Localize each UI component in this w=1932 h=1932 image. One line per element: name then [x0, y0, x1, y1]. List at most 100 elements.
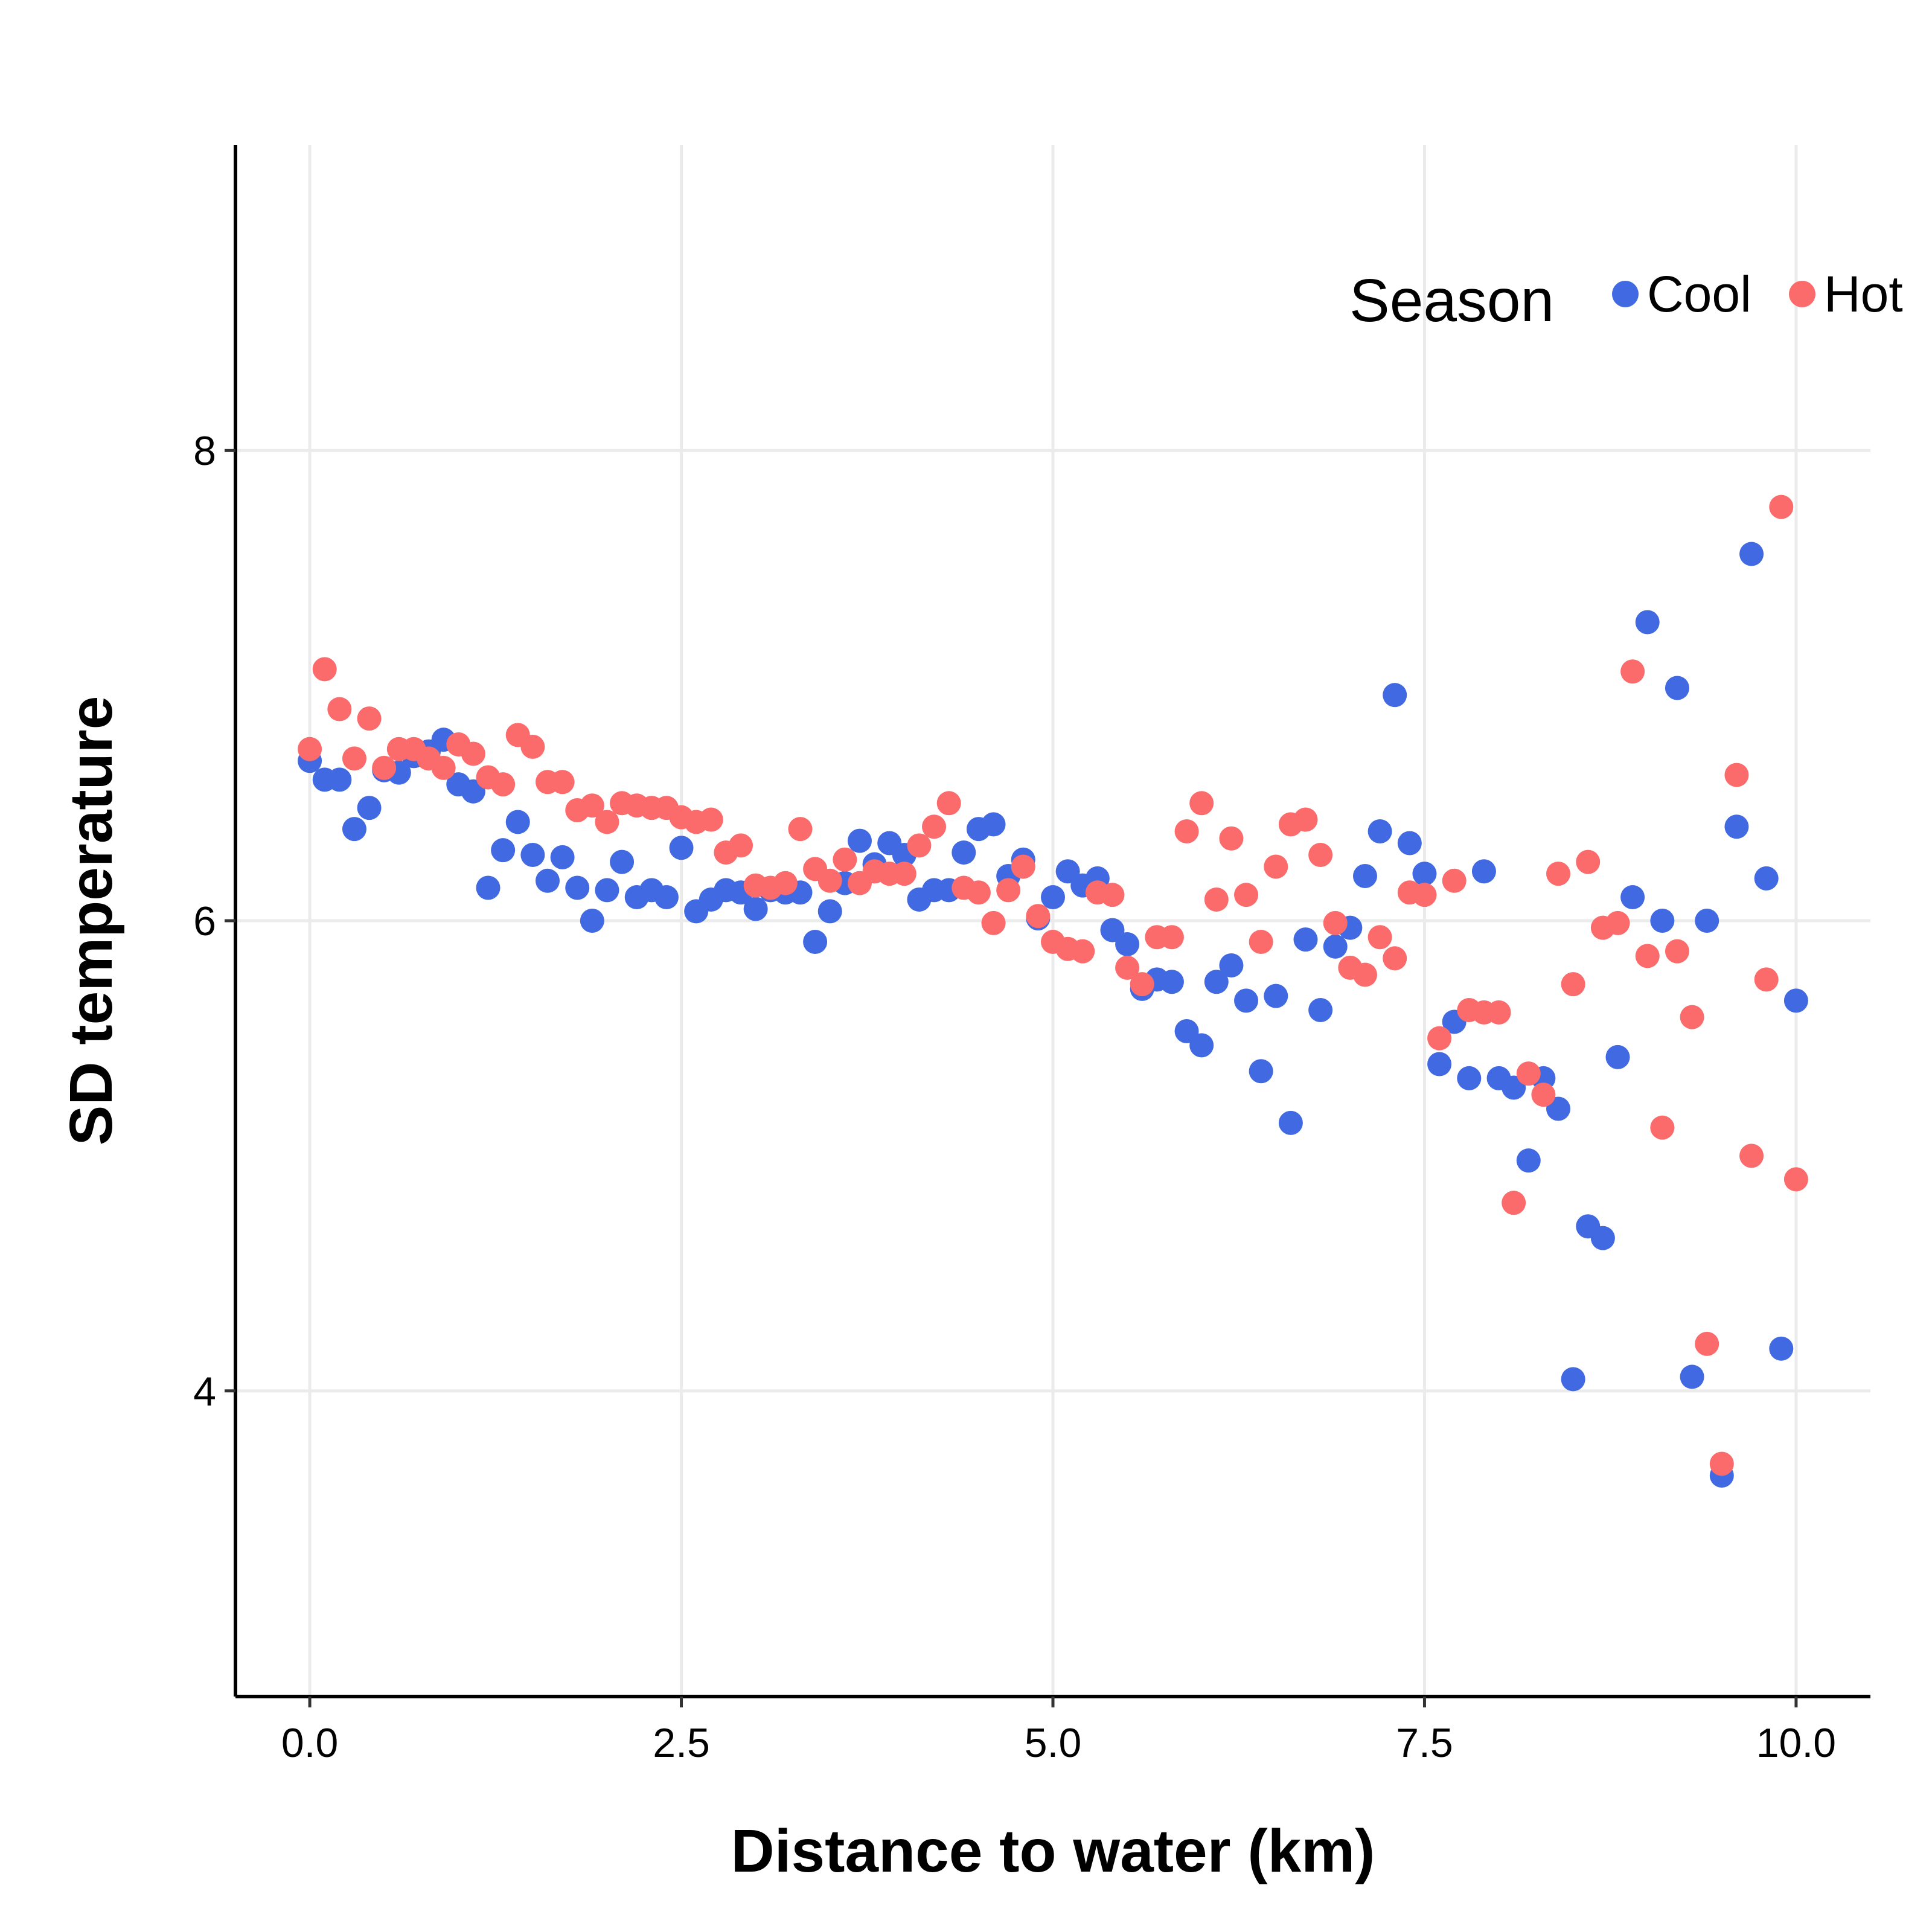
point-hot [372, 755, 397, 780]
point-cool [847, 828, 872, 853]
point-hot [357, 706, 382, 731]
point-hot [1650, 1115, 1675, 1140]
series-hot [298, 494, 1808, 1476]
point-cool [1680, 1364, 1704, 1389]
legend-label-hot: Hot [1824, 266, 1903, 322]
point-cool [535, 868, 560, 893]
point-hot [966, 880, 991, 905]
point-cool [743, 897, 768, 921]
point-hot [1234, 883, 1259, 907]
point-cool [1724, 814, 1749, 839]
point-hot [981, 910, 1006, 935]
point-cool [1769, 1336, 1794, 1361]
point-hot [1561, 972, 1585, 997]
point-cool [357, 796, 382, 820]
point-cool [580, 909, 604, 933]
x-tick-label: 0.0 [281, 1720, 339, 1766]
point-cool [1590, 1226, 1615, 1250]
point-cool [1739, 542, 1764, 566]
point-cool [1605, 1044, 1630, 1069]
point-hot [1219, 826, 1244, 851]
point-hot [773, 871, 798, 895]
point-hot [1249, 930, 1273, 955]
point-hot [1115, 955, 1140, 980]
point-hot [595, 810, 619, 834]
point-hot [1516, 1061, 1541, 1086]
point-hot [1367, 925, 1392, 950]
point-hot [1293, 807, 1318, 832]
point-cool [1308, 997, 1333, 1022]
point-hot [922, 814, 947, 839]
point-cool [1367, 819, 1392, 844]
point-hot [431, 755, 456, 780]
x-tick-label: 7.5 [1396, 1720, 1453, 1766]
point-cool [1383, 683, 1407, 708]
point-hot [1026, 904, 1051, 929]
point-hot [1174, 819, 1199, 844]
data-points [298, 494, 1808, 1488]
legend-key-cool [1612, 281, 1639, 307]
x-axis-title: Distance to water (km) [731, 1817, 1375, 1885]
point-hot [817, 868, 842, 893]
x-tick-label: 5.0 [1025, 1720, 1082, 1766]
point-hot [1264, 854, 1288, 879]
point-cool [1412, 862, 1437, 886]
point-cool [595, 878, 619, 903]
point-cool [654, 885, 679, 910]
point-hot [833, 847, 857, 872]
point-cool [610, 849, 635, 874]
point-hot [1709, 1451, 1734, 1476]
point-hot [1605, 910, 1630, 935]
point-cool [981, 812, 1006, 837]
point-cool [491, 838, 516, 863]
point-hot [1352, 962, 1377, 987]
point-hot [1159, 925, 1184, 950]
point-cool [1427, 1052, 1452, 1076]
point-cool [342, 817, 366, 842]
point-hot [1769, 494, 1794, 519]
point-cool [550, 845, 575, 869]
point-cool [1041, 885, 1065, 910]
point-hot [1576, 849, 1601, 874]
point-hot [327, 697, 352, 721]
x-tick-label: 10.0 [1756, 1720, 1836, 1766]
point-hot [312, 657, 337, 682]
point-cool [1650, 909, 1675, 933]
point-hot [1531, 1083, 1556, 1107]
point-cool [1323, 934, 1348, 959]
point-cool [669, 836, 694, 860]
point-cool [1457, 1066, 1482, 1090]
point-cool [1115, 932, 1140, 956]
point-hot [1486, 1000, 1511, 1025]
tick-labels: 0.0 2.5 5.0 7.5 10.0 4 6 8 [193, 428, 1836, 1766]
legend-label-cool: Cool [1647, 266, 1751, 322]
point-cool [1665, 676, 1689, 700]
point-cool [803, 930, 828, 955]
point-hot [1204, 887, 1229, 912]
point-hot [1680, 1005, 1704, 1029]
point-hot [298, 737, 322, 761]
point-hot [491, 772, 516, 797]
point-hot [699, 807, 723, 832]
point-hot [996, 878, 1021, 903]
point-cool [1234, 988, 1259, 1013]
point-hot [1189, 791, 1214, 816]
point-hot [729, 833, 753, 858]
point-cool [476, 875, 501, 900]
point-cool [1695, 909, 1719, 933]
point-cool [952, 840, 976, 865]
point-hot [788, 817, 813, 842]
point-cool [1620, 885, 1645, 910]
point-cool [565, 875, 590, 900]
point-hot [1442, 868, 1467, 893]
legend-key-hot [1789, 281, 1815, 307]
point-hot [1665, 939, 1689, 964]
point-cool [1754, 866, 1779, 891]
point-hot [1011, 854, 1035, 879]
point-hot [461, 741, 485, 766]
point-hot [1502, 1191, 1526, 1215]
legend-title: Season [1349, 267, 1554, 334]
point-hot [892, 862, 916, 886]
